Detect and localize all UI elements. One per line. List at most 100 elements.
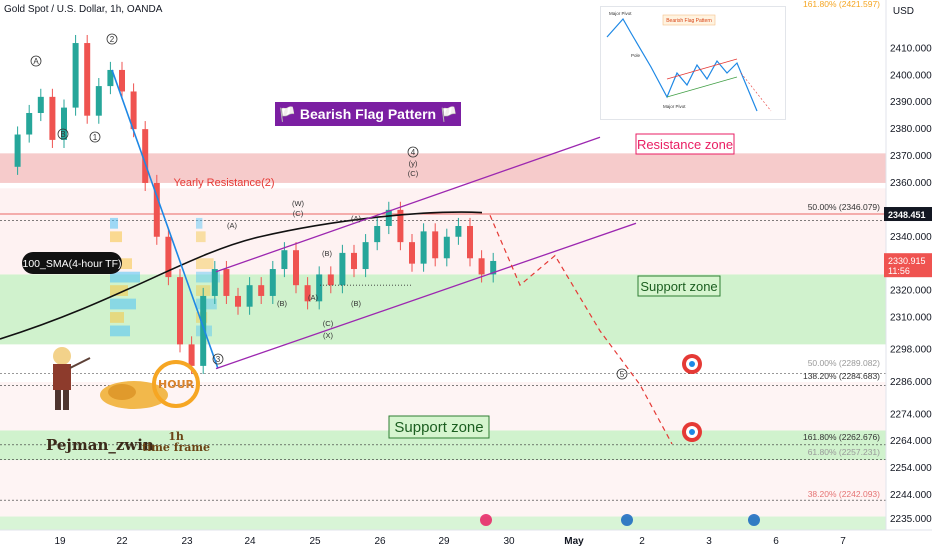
price-tick: 2380.000 [890,124,932,135]
inset-major-pivot-bottom: Major Pivot [663,104,686,109]
price-tick: 2235.000 [890,514,932,525]
candle-body [293,250,299,286]
last-price-badge-bg [884,253,932,278]
fib-label-4: 161.80% (2262.676) [803,432,880,442]
candle-body [478,258,485,275]
yearly-resistance-label: Yearly Resistance(2) [173,177,274,189]
candle-body [316,274,323,302]
banner-title: 🏳️ Bearish Flag Pattern 🏳️ [279,105,458,123]
volume-bar-3 [110,298,136,310]
hour-badge: HOUR [158,378,194,391]
wave-label-4-ring [407,146,419,158]
countdown-badge: 11:56 [888,266,910,276]
resistance-label: Resistance zone [637,137,733,152]
price-tick: 2286.000 [890,377,932,388]
inset-pole: Pole [631,53,641,58]
volume-bar-6 [110,231,122,243]
wave-label-2: 2 [110,35,115,44]
volume-bar-2 [110,285,128,296]
volume-bar-b-0 [196,258,214,270]
candle-body [409,242,415,264]
volume-bar-b-7 [196,217,203,229]
time-tick: 24 [244,536,256,547]
candle-body [467,225,473,259]
volume-bar-b-6 [196,231,206,243]
candle-body [130,91,137,130]
fib-label-2: 50.00% (2289.082) [808,358,880,368]
wave-label-a-left: (A) [227,221,238,230]
wave-label-b-left: (B) [277,299,288,308]
price-tick: 2244.000 [890,490,932,501]
price-tick: 2320.000 [890,286,932,297]
wave-label-x: (X) [323,331,334,340]
impulse-trendline [111,69,219,369]
symbol-title: Gold Spot / U.S. Dollar, 1h, OANDA [4,4,163,15]
target-core-1 [689,429,695,435]
volume-bar-1 [110,271,140,283]
wave-label-2-ring [106,33,118,45]
wave-label-5: 5 [620,370,625,379]
price-tick: 2310.000 [890,312,932,323]
resistance-label-box [635,133,735,155]
time-tick: 2 [639,536,645,547]
channel-lower [215,222,637,370]
time-tick: 22 [116,536,128,547]
candle-body [258,285,265,296]
candle-body [49,96,56,140]
candle-body [84,43,91,116]
zone-rect-1 [0,274,886,345]
price-tick: 2410.000 [890,43,932,54]
pattern-inset: Bearish Flag Pattern Major Pivot Pole Ma… [600,6,786,120]
target-core-0 [689,361,695,367]
inset-major-pivot-top: Major Pivot [609,11,632,16]
candle-body [235,295,241,307]
wave-label-c-low: (C) [323,319,334,328]
candle-body [95,86,102,116]
wave-label-y: (y) [409,159,418,168]
band-lower [0,460,886,517]
candle-body [362,242,369,270]
candle-body [304,285,311,302]
candle-body [37,96,44,113]
fib-label-1: 50.00% (2346.079) [808,202,880,212]
candle-body [374,225,381,243]
price-tick: 2340.000 [890,232,932,243]
wave-label-c-w: (C) [293,209,304,218]
wave-label-b2: (B) [322,249,333,258]
candle-body [119,69,125,92]
candle-body [420,231,427,264]
time-tick: 19 [54,536,66,547]
event-flag-icon-0 [480,514,492,526]
wave-label-5-ring [616,368,628,380]
volume-bar-b-1 [196,271,220,283]
support-label-1: Support zone [640,279,717,294]
wave-label-b3: (B) [351,299,362,308]
channel-upper [215,136,601,273]
candle-body [327,274,334,286]
time-tick: 25 [309,536,321,547]
inset-title: Bearish Flag Pattern [666,18,712,24]
volume-bar-4 [110,312,124,323]
fib-label-0: 161.80% (2421.597) [803,0,880,9]
wave-label-b-early: B [60,130,65,139]
price-tick: 2400.000 [890,70,932,81]
price-tick: 2360.000 [890,178,932,189]
time-tick: May [564,536,584,547]
hour-badge-icon [152,360,200,408]
candle-body [443,236,450,259]
inset-diagram: Bearish Flag Pattern Major Pivot Pole Ma… [606,11,772,112]
wave-label-a-early: A [33,57,39,66]
timeframe-line2: time frame [142,441,211,454]
price-tick: 2274.000 [890,409,932,420]
wave-label-3: 3 [216,355,221,364]
time-tick: 3 [706,536,712,547]
candle-body [223,269,230,296]
price-tick: 2254.000 [890,463,932,474]
candle-body [142,129,149,183]
time-tick: 29 [438,536,450,547]
candle-body [385,209,392,226]
time-tick: 7 [840,536,846,547]
timeframe-label: 1h time frame [142,431,210,453]
wave-label-1-early: 1 [93,133,98,142]
